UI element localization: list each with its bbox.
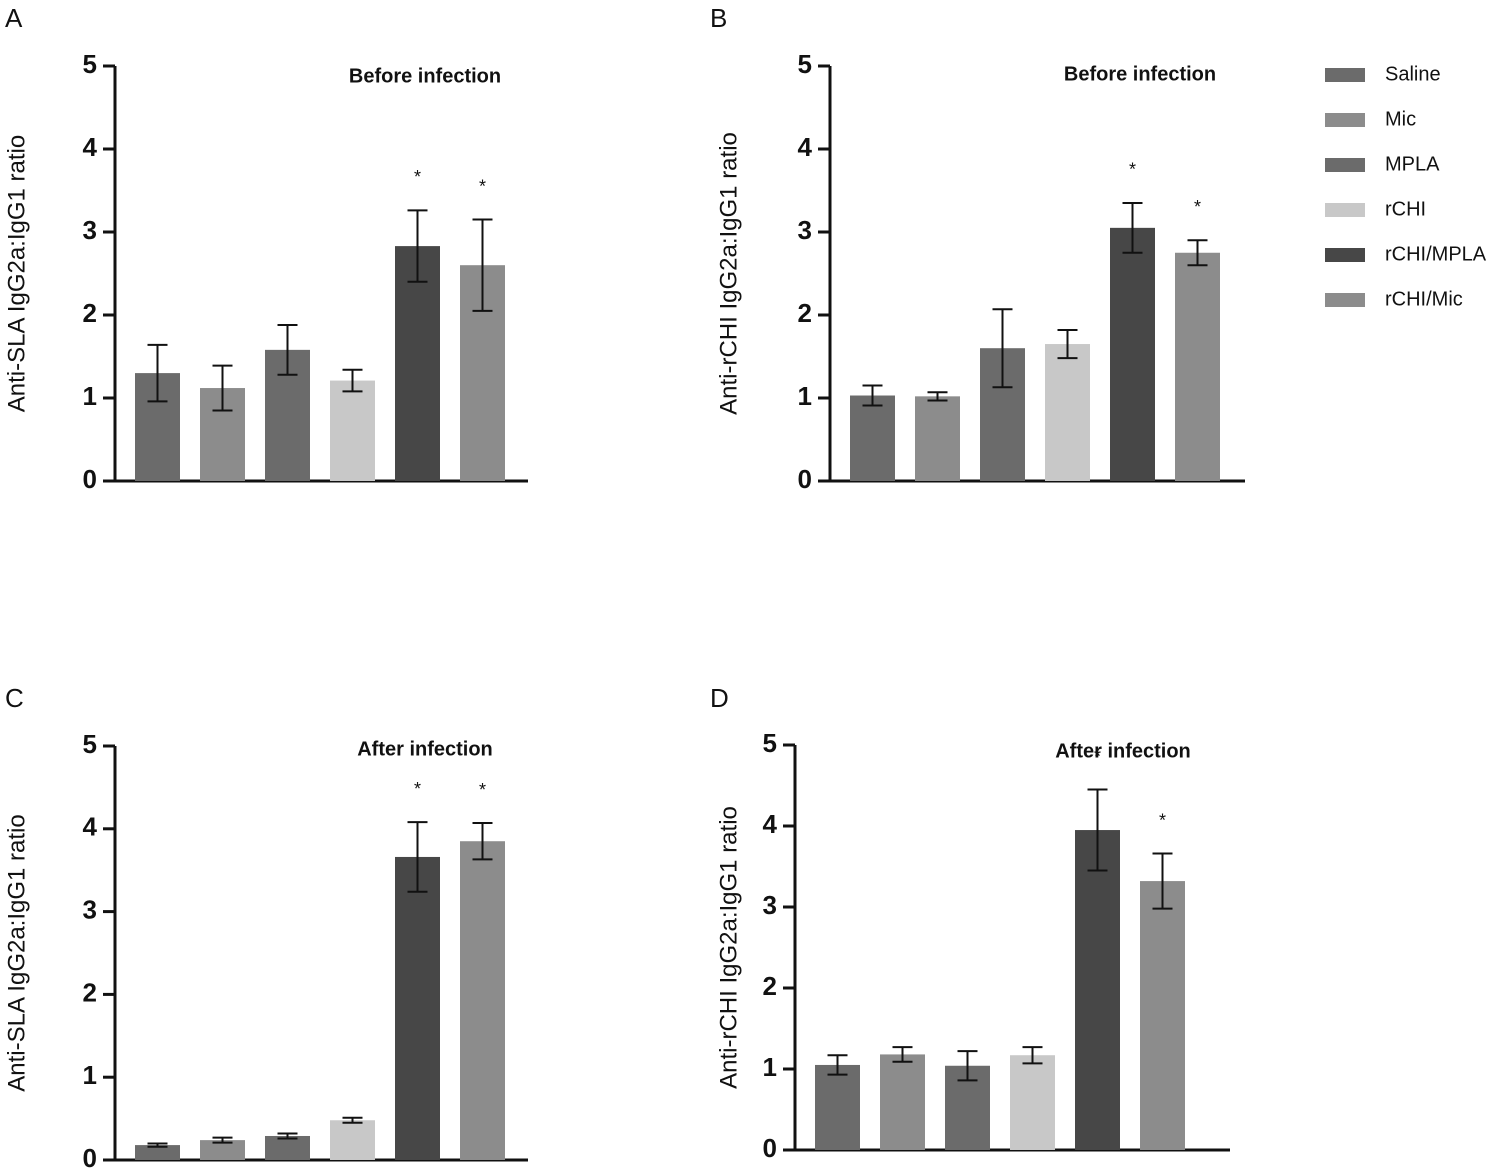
y-tick-label: 1 <box>83 1060 97 1090</box>
bar <box>395 856 440 1160</box>
y-tick-label: 3 <box>83 894 97 924</box>
significance-mark: * <box>1159 810 1166 830</box>
error-bar <box>1057 328 1078 360</box>
bar <box>850 395 895 481</box>
significance-mark: * <box>414 779 421 799</box>
bar <box>395 246 440 481</box>
bar <box>460 841 505 1160</box>
bar <box>880 1054 925 1150</box>
bar <box>1175 252 1220 481</box>
error-bar <box>1122 201 1143 254</box>
error-bar <box>992 308 1013 389</box>
error-bar <box>1087 788 1108 872</box>
y-tick-label: 4 <box>83 812 98 842</box>
legend-swatch <box>1325 113 1365 127</box>
y-tick-label: 1 <box>83 381 97 411</box>
y-tick-label: 2 <box>83 977 97 1007</box>
chart-title: After infection <box>357 738 493 760</box>
error-bar <box>892 1046 913 1063</box>
significance-mark: * <box>1129 160 1136 180</box>
bar <box>265 1135 310 1160</box>
legend-swatch <box>1325 68 1365 82</box>
error-bar <box>1152 852 1173 910</box>
chart-title: Before infection <box>349 65 501 87</box>
chart-title: Before infection <box>1064 63 1216 85</box>
bar <box>1140 881 1185 1150</box>
bar <box>330 380 375 481</box>
y-tick-label: 0 <box>763 1133 777 1163</box>
y-tick-label: 1 <box>798 381 812 411</box>
legend-label: rCHI/MPLA <box>1385 243 1487 265</box>
bar <box>135 1145 180 1160</box>
error-bar <box>277 1132 298 1140</box>
significance-mark: * <box>1094 746 1101 766</box>
y-tick-label: 3 <box>798 215 812 245</box>
significance-mark: * <box>414 167 421 187</box>
significance-mark: * <box>479 780 486 800</box>
significance-mark: * <box>479 176 486 196</box>
y-tick-label: 3 <box>763 890 777 920</box>
legend-label: rCHI/Mic <box>1385 288 1463 310</box>
bar <box>330 1120 375 1160</box>
bar <box>915 396 960 481</box>
error-bar <box>827 1054 848 1076</box>
y-tick-label: 0 <box>798 464 812 494</box>
y-tick-label: 5 <box>83 49 97 79</box>
bar <box>1110 227 1155 481</box>
y-tick-label: 5 <box>763 728 777 758</box>
y-tick-label: 4 <box>798 132 813 162</box>
error-bar <box>927 391 948 402</box>
legend-swatch <box>1325 293 1365 307</box>
error-bar <box>212 1136 233 1144</box>
panel-label: A <box>5 3 23 33</box>
error-bar <box>277 323 298 376</box>
bar <box>1045 344 1090 481</box>
y-tick-label: 4 <box>763 809 778 839</box>
y-tick-label: 1 <box>763 1052 777 1082</box>
y-tick-label: 5 <box>798 49 812 79</box>
error-bar <box>862 384 883 407</box>
error-bar <box>1187 239 1208 267</box>
legend-label: rCHI <box>1385 198 1426 220</box>
significance-mark: * <box>1194 197 1201 217</box>
legend-swatch <box>1325 203 1365 217</box>
panel-label: C <box>5 683 24 713</box>
y-tick-label: 3 <box>83 215 97 245</box>
legend-label: Saline <box>1385 63 1441 85</box>
bar <box>200 1140 245 1160</box>
y-axis-label: Anti-SLA IgG2a:IgG1 ratio <box>3 135 30 413</box>
error-bar <box>407 821 428 893</box>
panel-label: B <box>710 3 727 33</box>
y-axis-label: Anti-rCHI IgG2a:IgG1 ratio <box>715 806 742 1089</box>
y-tick-label: 5 <box>83 729 97 759</box>
error-bar <box>407 209 428 283</box>
legend-label: MPLA <box>1385 153 1440 175</box>
error-bar <box>212 364 233 412</box>
error-bar <box>472 822 493 861</box>
legend-label: Mic <box>1385 108 1416 130</box>
y-axis-label: Anti-rCHI IgG2a:IgG1 ratio <box>715 132 742 415</box>
error-bar <box>147 1142 168 1148</box>
legend-swatch <box>1325 248 1365 262</box>
legend-swatch <box>1325 158 1365 172</box>
y-tick-label: 0 <box>83 464 97 494</box>
panel-label: D <box>710 683 729 713</box>
y-tick-label: 0 <box>83 1143 97 1173</box>
bar <box>1075 830 1120 1150</box>
error-bar <box>342 1116 363 1124</box>
y-tick-label: 2 <box>798 298 812 328</box>
error-bar <box>1022 1046 1043 1065</box>
y-tick-label: 4 <box>83 132 98 162</box>
error-bar <box>147 343 168 403</box>
y-axis-label: Anti-SLA IgG2a:IgG1 ratio <box>3 814 30 1092</box>
bar <box>815 1064 860 1150</box>
y-tick-label: 2 <box>763 971 777 1001</box>
chart-title: After infection <box>1055 740 1191 762</box>
y-tick-label: 2 <box>83 298 97 328</box>
error-bar <box>472 218 493 312</box>
error-bar <box>957 1050 978 1082</box>
error-bar <box>342 368 363 393</box>
bar <box>1010 1055 1055 1150</box>
